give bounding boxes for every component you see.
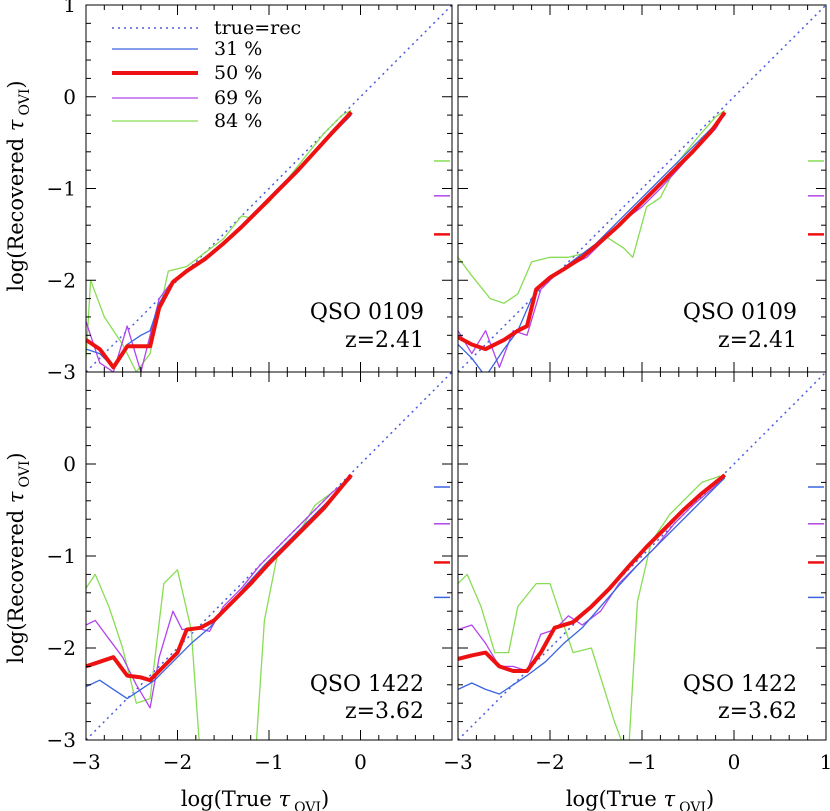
panel-bl-qso: QSO 1422: [310, 672, 424, 697]
panel-top-right-series: [458, 5, 826, 372]
series-line-50: [458, 473, 727, 673]
y-tick-label: 0: [63, 452, 76, 476]
x-tick-label: −2: [535, 750, 564, 774]
legend-label-84: 84 %: [214, 110, 262, 132]
panel-bottom-left-series: [86, 372, 452, 740]
x-axis-title-right: log(True τ OVI): [566, 787, 714, 811]
y-tick-label: 0: [63, 85, 76, 109]
series-line-50: [86, 110, 353, 370]
y-tick-label: −1: [47, 544, 76, 568]
series-line-84: [86, 109, 352, 372]
panel-tl-qso: QSO 0109: [310, 300, 424, 325]
y-tick-label: −2: [47, 636, 76, 660]
series-line-84: [458, 109, 726, 304]
panel-bl-z: z=3.62: [345, 699, 424, 724]
x-tick-label: −1: [254, 750, 283, 774]
y-axis-title-bottom: log(Recovered τOVI): [4, 452, 33, 663]
legend-label-50: 50 %: [214, 62, 262, 84]
legend-label-69: 69 %: [214, 87, 262, 109]
legend-label-true-rec: true=rec: [214, 17, 301, 39]
series-line-true-rec: [458, 372, 826, 740]
panel-tr-z: z=2.41: [718, 328, 797, 353]
y-tick-label: 1: [63, 0, 76, 17]
x-tick-label: −3: [71, 750, 100, 774]
panel-tl-z: z=2.41: [345, 328, 424, 353]
x-tick-label: −3: [443, 750, 472, 774]
x-tick-label: −1: [627, 750, 656, 774]
series-line-31: [458, 114, 726, 372]
panel-br-qso: QSO 1422: [683, 672, 797, 697]
panel-tr-qso: QSO 0109: [683, 300, 797, 325]
series-line-true-rec: [458, 5, 826, 372]
x-tick-label: 0: [728, 750, 741, 774]
x-tick-label: −2: [163, 750, 192, 774]
series-line-31: [458, 477, 726, 695]
series-line-50: [86, 473, 353, 683]
legend: true=rec 31 % 50 % 69 % 84 %: [112, 17, 301, 132]
legend-label-31: 31 %: [214, 38, 262, 60]
y-tick-label: −1: [47, 177, 76, 201]
x-tick-label: 1: [820, 750, 830, 774]
y-axis-title-top: log(Recovered τOVI): [4, 80, 33, 291]
series-line-50: [458, 111, 727, 352]
y-tick-label: −3: [47, 360, 76, 384]
x-tick-label: 0: [354, 750, 367, 774]
panel-top-left-series: [86, 5, 452, 372]
series-line-true-rec: [86, 5, 452, 372]
y-tick-label: −3: [47, 728, 76, 752]
panel-bottom-right-series: [458, 372, 826, 740]
series-line-84: [458, 475, 721, 740]
series-line-69: [458, 112, 726, 369]
plot-layer: −3 −2 −1 0 1 −3 −2 −1 0 −3 −2 −1 0 −3 −2 −1 0 1: [47, 0, 830, 774]
panel-br-z: z=3.62: [718, 699, 797, 724]
y-tick-label: −2: [47, 268, 76, 292]
x-axis-title-left: log(True τ OVI): [181, 787, 329, 811]
